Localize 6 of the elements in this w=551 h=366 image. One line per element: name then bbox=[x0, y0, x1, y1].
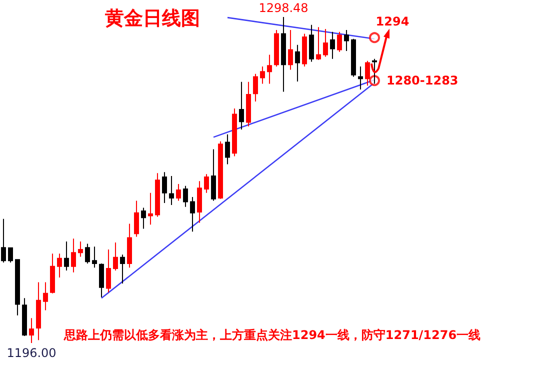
chart-title: 黄金日线图 bbox=[104, 8, 200, 30]
text: 1196.00 bbox=[6, 346, 56, 360]
text: 1280-1283 bbox=[386, 74, 458, 88]
annotation: 1294 bbox=[376, 14, 410, 29]
annotation: 思路上仍需以低多看涨为主，上方重点关注1294一线，防守1271/1276一线 bbox=[63, 328, 481, 342]
text: 1298.48 bbox=[258, 1, 308, 15]
